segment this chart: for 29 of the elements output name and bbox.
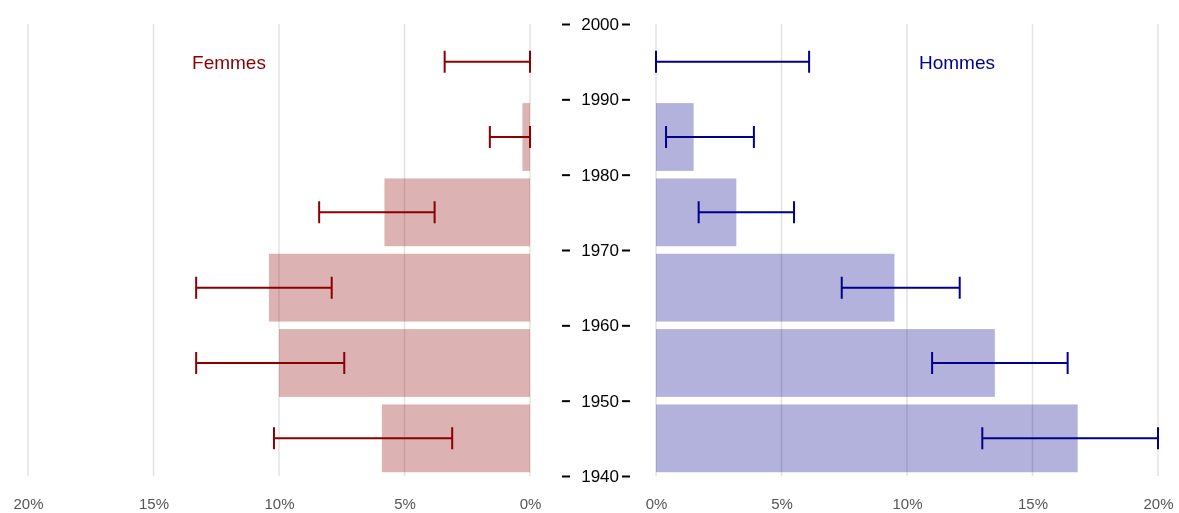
bar xyxy=(384,178,530,247)
x-tick-label: 15% xyxy=(138,494,170,512)
text: Hommes xyxy=(918,52,996,73)
x-tick-label: 0% xyxy=(645,494,668,512)
y-tick-label: 1990 xyxy=(581,90,619,110)
y-tick-label: 1940 xyxy=(581,466,619,486)
bar xyxy=(656,404,1078,473)
x-tick-label: 10% xyxy=(892,494,923,512)
y-tick-label: 2000 xyxy=(581,14,619,34)
y-tick-label: 1960 xyxy=(581,316,619,336)
bar xyxy=(656,253,895,322)
y-tick-label: 1970 xyxy=(581,240,619,260)
bar xyxy=(381,404,530,473)
bar xyxy=(268,253,530,322)
y-tick-label: 1980 xyxy=(581,165,619,185)
x-tick-label: 0% xyxy=(519,494,542,512)
x-tick-label: 15% xyxy=(1017,494,1049,512)
bar xyxy=(656,329,995,397)
x-tick-label: 10% xyxy=(264,494,295,512)
bar xyxy=(656,103,694,171)
x-tick-label: 20% xyxy=(13,494,44,512)
y-tick-label: 1950 xyxy=(581,391,619,411)
x-tick-label: 5% xyxy=(771,494,793,512)
x-tick-label: 20% xyxy=(1143,494,1174,512)
x-tick-label: 5% xyxy=(394,494,416,512)
text: Femmes xyxy=(192,52,266,73)
bar xyxy=(279,329,530,397)
bar xyxy=(522,103,530,171)
bar xyxy=(656,178,737,247)
